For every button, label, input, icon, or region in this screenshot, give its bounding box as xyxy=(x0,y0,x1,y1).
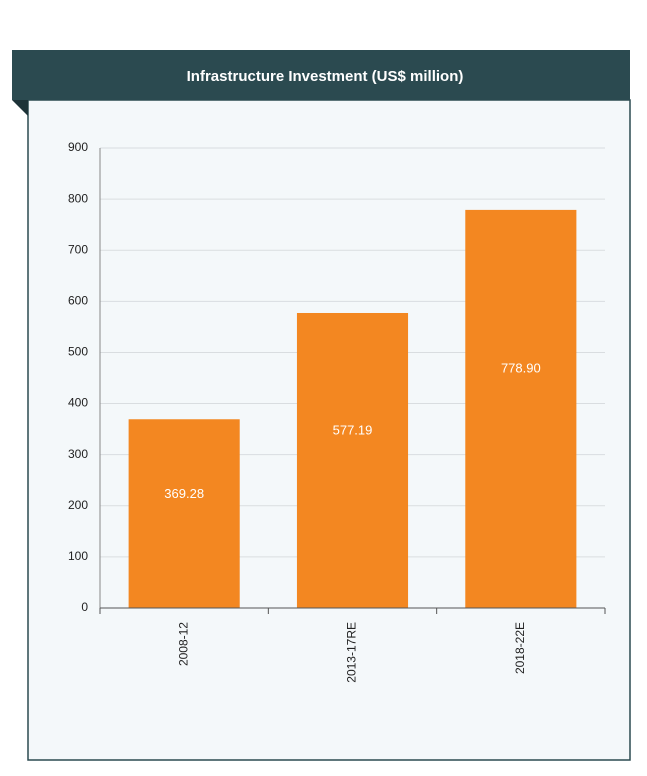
bar xyxy=(465,209,577,608)
x-tick-label: 2013-17RE xyxy=(345,622,359,683)
y-tick-label: 500 xyxy=(68,345,88,359)
data-label: 778.90 xyxy=(501,361,541,376)
bar xyxy=(128,419,240,608)
header-bar xyxy=(12,50,630,100)
y-tick-label: 200 xyxy=(68,498,88,512)
y-tick-label: 100 xyxy=(68,549,88,563)
y-tick-label: 900 xyxy=(68,140,88,154)
y-tick-label: 300 xyxy=(68,447,88,461)
y-tick-label: 800 xyxy=(68,191,88,205)
y-tick-label: 700 xyxy=(68,242,88,256)
x-tick-label: 2018-22E xyxy=(513,622,527,674)
chart-title: Infrastructure Investment (US$ million) xyxy=(187,68,464,85)
x-tick-label: 2008-12 xyxy=(176,622,190,666)
bar xyxy=(296,312,409,608)
data-label: 577.19 xyxy=(333,422,373,437)
y-tick-label: 600 xyxy=(68,294,88,308)
data-label: 369.28 xyxy=(164,486,204,501)
header-fold xyxy=(12,100,28,116)
y-tick-label: 0 xyxy=(81,600,88,614)
y-tick-label: 400 xyxy=(68,396,88,410)
